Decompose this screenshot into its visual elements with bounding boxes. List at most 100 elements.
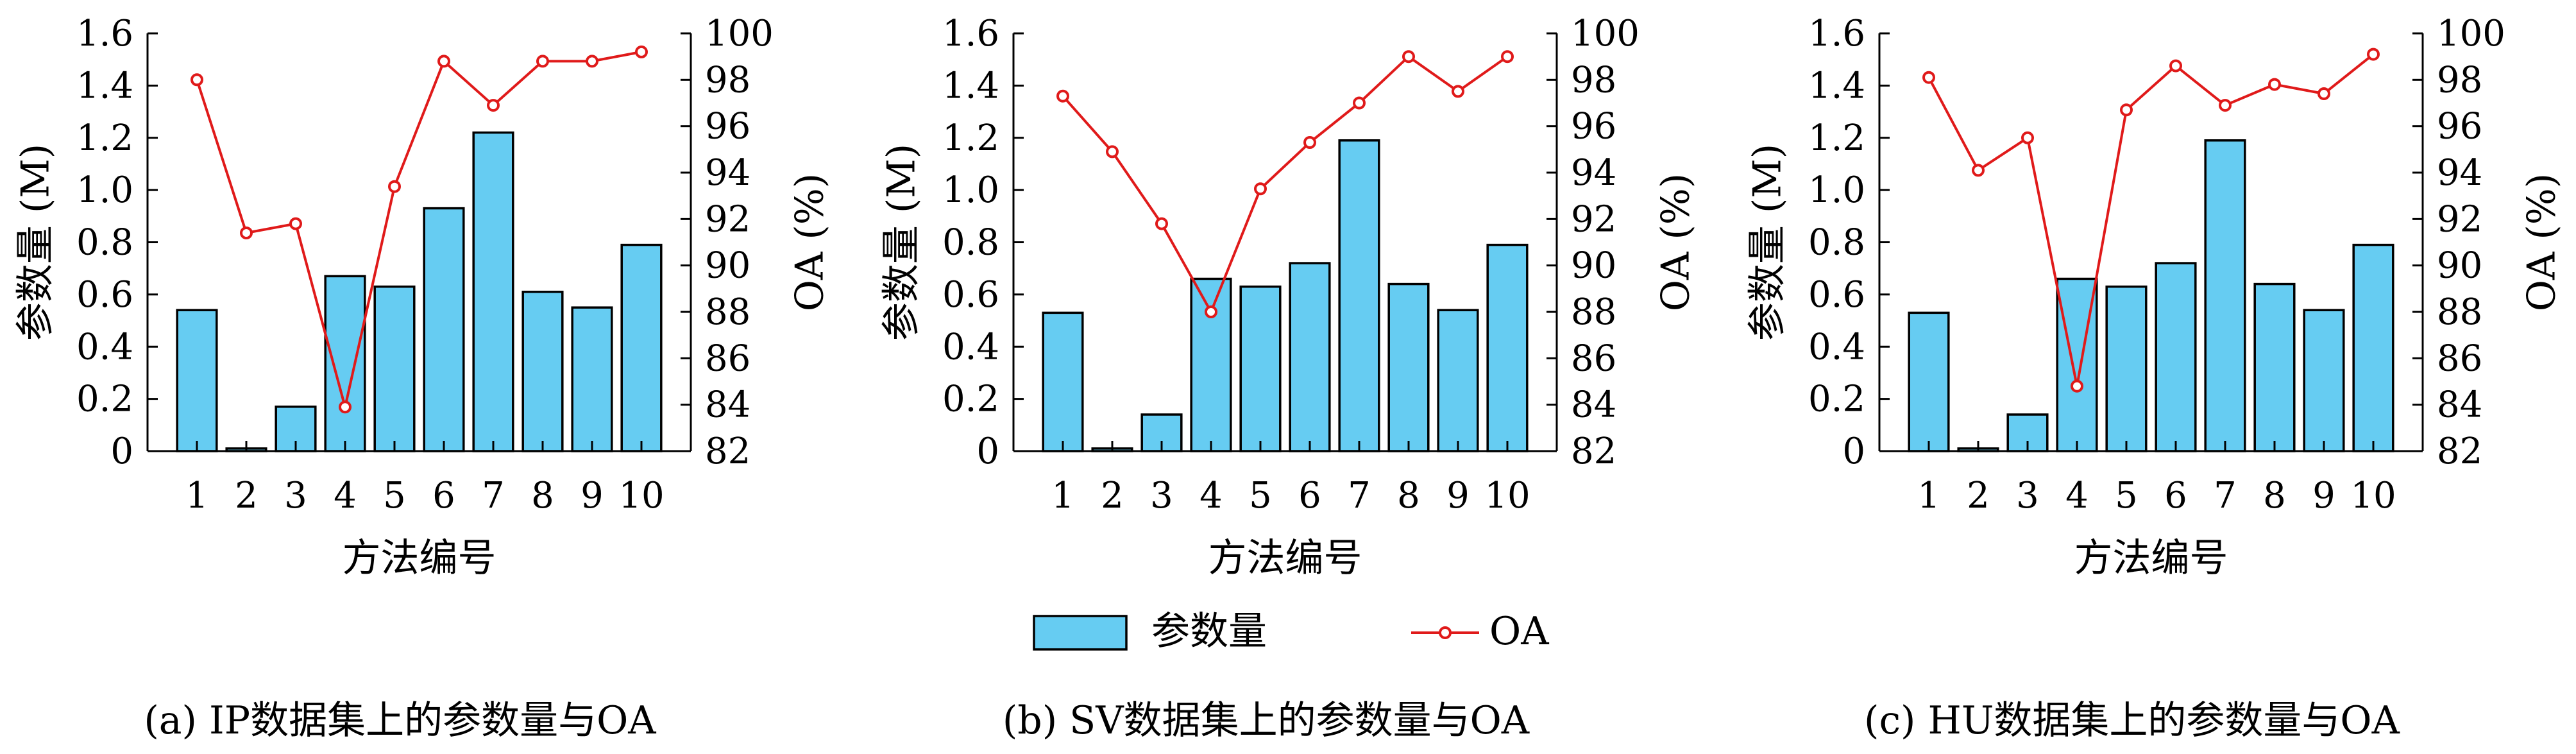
left-tick-label: 1.4 [76, 65, 133, 107]
oa-point [1353, 96, 1366, 110]
right-y-axis-label: OA (%) [2520, 173, 2564, 311]
x-tick-label: 2 [1967, 475, 1990, 517]
oa-point [1922, 71, 1935, 84]
bar [275, 406, 317, 452]
bar [1042, 311, 1084, 452]
left-tick-label: 1.6 [942, 13, 999, 55]
bar [2303, 309, 2345, 452]
oa-point [388, 180, 401, 193]
subfigure-caption: (a) IP数据集上的参数量与OA [144, 698, 656, 743]
left-tick-label: 0.2 [942, 379, 999, 420]
left-tick-label: 0.8 [942, 222, 999, 264]
oa-point [536, 55, 549, 68]
right-tick-label: 84 [2437, 384, 2482, 426]
left-tick-label: 0 [976, 431, 999, 472]
x-axis-label: 方法编号 [2074, 536, 2228, 581]
bar [472, 131, 514, 452]
oa-point [2169, 59, 2182, 73]
right-tick-label: 96 [1571, 106, 1616, 148]
x-axis-label: 方法编号 [343, 536, 496, 581]
oa-point [289, 217, 302, 230]
bar [1387, 282, 1430, 452]
left-tick-label: 1.2 [76, 117, 133, 159]
bar [423, 207, 465, 452]
right-tick-label: 100 [1571, 13, 1640, 55]
left-tick-label: 0.2 [1808, 379, 1865, 420]
x-tick-label: 6 [2164, 475, 2187, 517]
x-axis-label: 方法编号 [1208, 536, 1362, 581]
left-y-axis-label: 参数量 (M) [879, 144, 924, 341]
oa-point [2120, 103, 2133, 117]
right-tick-label: 88 [1571, 291, 1616, 333]
oa-point [1402, 50, 1415, 64]
bar [1239, 285, 1282, 452]
left-tick-label: 0.2 [76, 379, 133, 420]
x-tick-label: 5 [1249, 475, 1272, 517]
chart-panel-2: 00.20.40.60.81.01.21.41.6828486889092949… [879, 13, 1699, 743]
oa-point [2219, 99, 2232, 112]
right-tick-label: 84 [705, 384, 750, 426]
left-tick-label: 0.4 [942, 326, 999, 368]
subfigure-caption: (b) SV数据集上的参数量与OA [1003, 698, 1530, 743]
x-tick-label: 4 [2065, 475, 2089, 517]
oa-point [635, 45, 648, 58]
bar [2253, 282, 2296, 452]
bar [2204, 139, 2246, 452]
oa-series-line [1062, 55, 1509, 315]
legend-bar-label: 参数量 [1151, 609, 1267, 654]
left-tick-label: 1.0 [76, 169, 133, 211]
right-tick-label: 98 [1571, 59, 1616, 101]
bar [2352, 243, 2394, 452]
x-tick-label: 1 [185, 475, 208, 517]
x-tick-label: 8 [531, 475, 554, 517]
oa-point [1501, 50, 1514, 64]
left-tick-label: 0.6 [1808, 274, 1865, 316]
legend: 参数量 OA [1033, 609, 1549, 654]
x-tick-label: 1 [1917, 475, 1940, 517]
x-tick-label: 1 [1051, 475, 1074, 517]
bar [1190, 277, 1232, 452]
left-y-axis-label: 参数量 (M) [13, 144, 58, 341]
right-tick-label: 94 [2437, 152, 2482, 194]
oa-point [1106, 145, 1119, 159]
legend-bar-swatch [1033, 615, 1128, 651]
x-tick-label: 3 [284, 475, 307, 517]
oa-point [1155, 217, 1168, 230]
x-tick-label: 8 [1397, 475, 1420, 517]
left-tick-label: 1.2 [942, 117, 999, 159]
right-tick-label: 82 [2437, 431, 2482, 472]
right-y-axis-label: OA (%) [788, 173, 833, 311]
chart-panel-1: 00.20.40.60.81.01.21.41.6828486889092949… [13, 13, 833, 743]
left-tick-label: 0.6 [942, 274, 999, 316]
bar [1289, 262, 1331, 452]
left-tick-label: 1.6 [76, 13, 133, 55]
oa-point [2071, 379, 2083, 393]
x-tick-label: 9 [1446, 475, 1470, 517]
left-tick-label: 0.6 [76, 274, 133, 316]
oa-point [240, 227, 253, 239]
right-tick-label: 96 [705, 106, 750, 148]
left-tick-label: 1.0 [942, 169, 999, 211]
x-tick-label: 10 [1484, 475, 1530, 517]
x-tick-label: 2 [1101, 475, 1124, 517]
x-tick-label: 8 [2263, 475, 2286, 517]
oa-point [1056, 89, 1069, 103]
right-tick-label: 98 [2437, 59, 2482, 101]
right-tick-label: 88 [2437, 291, 2482, 333]
right-tick-label: 90 [1571, 245, 1616, 287]
oa-point [1452, 85, 1464, 98]
left-tick-label: 0 [1842, 431, 1865, 472]
left-y-axis-label: 参数量 (M) [1745, 144, 1790, 341]
right-tick-label: 94 [705, 152, 750, 194]
oa-series-line [196, 50, 642, 407]
bar [373, 285, 416, 452]
oa-point [586, 55, 598, 68]
x-tick-label: 6 [432, 475, 455, 517]
left-tick-label: 0.4 [1808, 326, 1865, 368]
oa-point [1972, 164, 1985, 177]
right-tick-label: 84 [1571, 384, 1616, 426]
x-tick-label: 2 [235, 475, 258, 517]
x-tick-label: 7 [482, 475, 505, 517]
oa-point [2268, 78, 2281, 91]
x-tick-label: 3 [2016, 475, 2039, 517]
